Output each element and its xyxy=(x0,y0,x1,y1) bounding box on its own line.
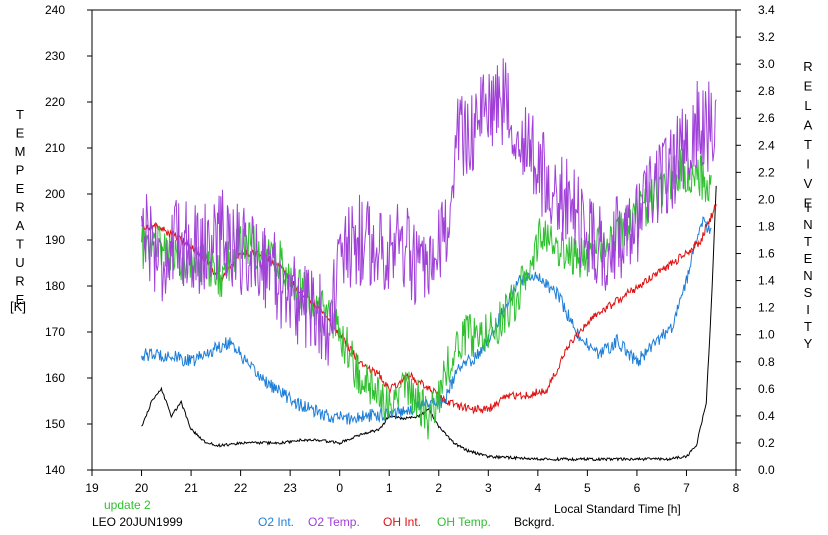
y-right-tick-label: 1.2 xyxy=(758,301,775,315)
y-right-title-letter: E xyxy=(804,251,813,266)
y-left-title-letter: M xyxy=(15,144,26,159)
y-right-tick-label: 0.8 xyxy=(758,355,775,369)
legend-oh-temp: OH Temp. xyxy=(437,515,491,529)
x-tick-label: 4 xyxy=(535,481,542,495)
y-right-title-letter: S xyxy=(804,285,813,300)
y-right-tick-label: 3.0 xyxy=(758,57,775,71)
y-right-title-letter: I xyxy=(806,157,810,172)
y-left-tick-label: 160 xyxy=(45,371,65,385)
y-right-tick-label: 2.6 xyxy=(758,111,775,125)
y-right-title-letter: Y xyxy=(804,336,813,351)
y-left-title-letter: U xyxy=(15,255,24,270)
x-tick-label: 8 xyxy=(733,481,740,495)
x-tick-label: 6 xyxy=(634,481,641,495)
y-left-tick-label: 150 xyxy=(45,417,65,431)
y-left-title-letter: R xyxy=(15,274,24,289)
x-tick-label: 5 xyxy=(584,481,591,495)
y-left-title-letter: P xyxy=(16,163,25,178)
station-annotation: LEO 20JUN1999 xyxy=(92,515,183,529)
x-tick-label: 23 xyxy=(283,481,297,495)
series-layer xyxy=(141,58,717,462)
x-axis-title: Local Standard Time [h] xyxy=(554,502,681,516)
x-tick-label: 19 xyxy=(85,481,99,495)
legend-o2-temp: O2 Temp. xyxy=(308,515,360,529)
y-left-tick-label: 210 xyxy=(45,141,65,155)
y-right-title-letter: E xyxy=(804,196,813,211)
x-tick-label: 22 xyxy=(234,481,248,495)
y-right-tick-label: 3.4 xyxy=(758,3,775,17)
y-left-title-letter: T xyxy=(16,237,24,252)
series-line xyxy=(141,58,717,366)
y-right-title-letter: E xyxy=(804,79,813,94)
y-right-title-letter: N xyxy=(803,268,812,283)
y-right-tick-label: 2.0 xyxy=(758,192,775,206)
y-left-title-letter: T xyxy=(16,107,24,122)
y-left-tick-label: 200 xyxy=(45,187,65,201)
y-axis-left-unit: [K] xyxy=(10,299,26,314)
y-left-title-letter: R xyxy=(15,200,24,215)
y-right-tick-label: 2.8 xyxy=(758,84,775,98)
y-right-tick-label: 0.2 xyxy=(758,436,775,450)
y-left-tick-label: 190 xyxy=(45,233,65,247)
y-right-tick-label: 0.6 xyxy=(758,382,775,396)
y-left-title-letter: E xyxy=(16,126,25,141)
y-right-title-letter: V xyxy=(804,176,813,191)
y-right-tick-label: 0.0 xyxy=(758,463,775,477)
x-tick-label: 0 xyxy=(336,481,343,495)
series-line xyxy=(141,185,717,462)
legend: O2 Int. O2 Temp. OH Int. OH Temp. Bckgrd… xyxy=(258,515,555,529)
legend-oh-int: OH Int. xyxy=(383,515,421,529)
y-right-title-letter: N xyxy=(803,217,812,232)
y-right-tick-label: 1.0 xyxy=(758,328,775,342)
x-tick-label: 3 xyxy=(485,481,492,495)
y-right-tick-label: 1.8 xyxy=(758,219,775,233)
y-right-title-letter: A xyxy=(804,118,813,133)
axis-layer: 19 20 21 22 23 0 1 2 3 4 5 6 7 8240230220210200190180… xyxy=(45,3,775,495)
y-left-title-letter: E xyxy=(16,181,25,196)
legend-o2-int: O2 Int. xyxy=(258,515,294,529)
y-right-title-letter: T xyxy=(804,137,812,152)
y-left-tick-label: 220 xyxy=(45,95,65,109)
y-right-tick-label: 2.2 xyxy=(758,165,775,179)
x-tick-label: 20 xyxy=(135,481,149,495)
x-tick-label: 1 xyxy=(386,481,393,495)
y-left-tick-label: 170 xyxy=(45,325,65,339)
x-tick-label: 2 xyxy=(435,481,442,495)
y-right-tick-label: 1.4 xyxy=(758,274,775,288)
y-right-tick-label: 2.4 xyxy=(758,138,775,152)
y-right-title-letter: R xyxy=(803,59,812,74)
y-right-tick-label: 0.4 xyxy=(758,409,775,423)
x-tick-label: 21 xyxy=(184,481,198,495)
y-right-tick-label: 1.6 xyxy=(758,247,775,261)
series-line xyxy=(141,216,712,425)
y-right-tick-label: 3.2 xyxy=(758,30,775,44)
x-tick-label: 7 xyxy=(683,481,690,495)
legend-bckgrd: Bckgrd. xyxy=(514,515,555,529)
y-left-tick-label: 240 xyxy=(45,3,65,17)
y-left-tick-label: 140 xyxy=(45,463,65,477)
y-right-title-letter: I xyxy=(806,302,810,317)
y-right-title-letter: L xyxy=(804,98,811,113)
y-left-tick-label: 180 xyxy=(45,279,65,293)
y-right-title-letter: T xyxy=(804,234,812,249)
y-left-tick-label: 230 xyxy=(45,49,65,63)
y-right-title-letter: I xyxy=(806,200,810,215)
y-left-title-letter: E xyxy=(16,292,25,307)
y-left-title-letter: A xyxy=(16,218,25,233)
y-right-title-letter: T xyxy=(804,319,812,334)
update-annotation: update 2 xyxy=(104,498,151,512)
